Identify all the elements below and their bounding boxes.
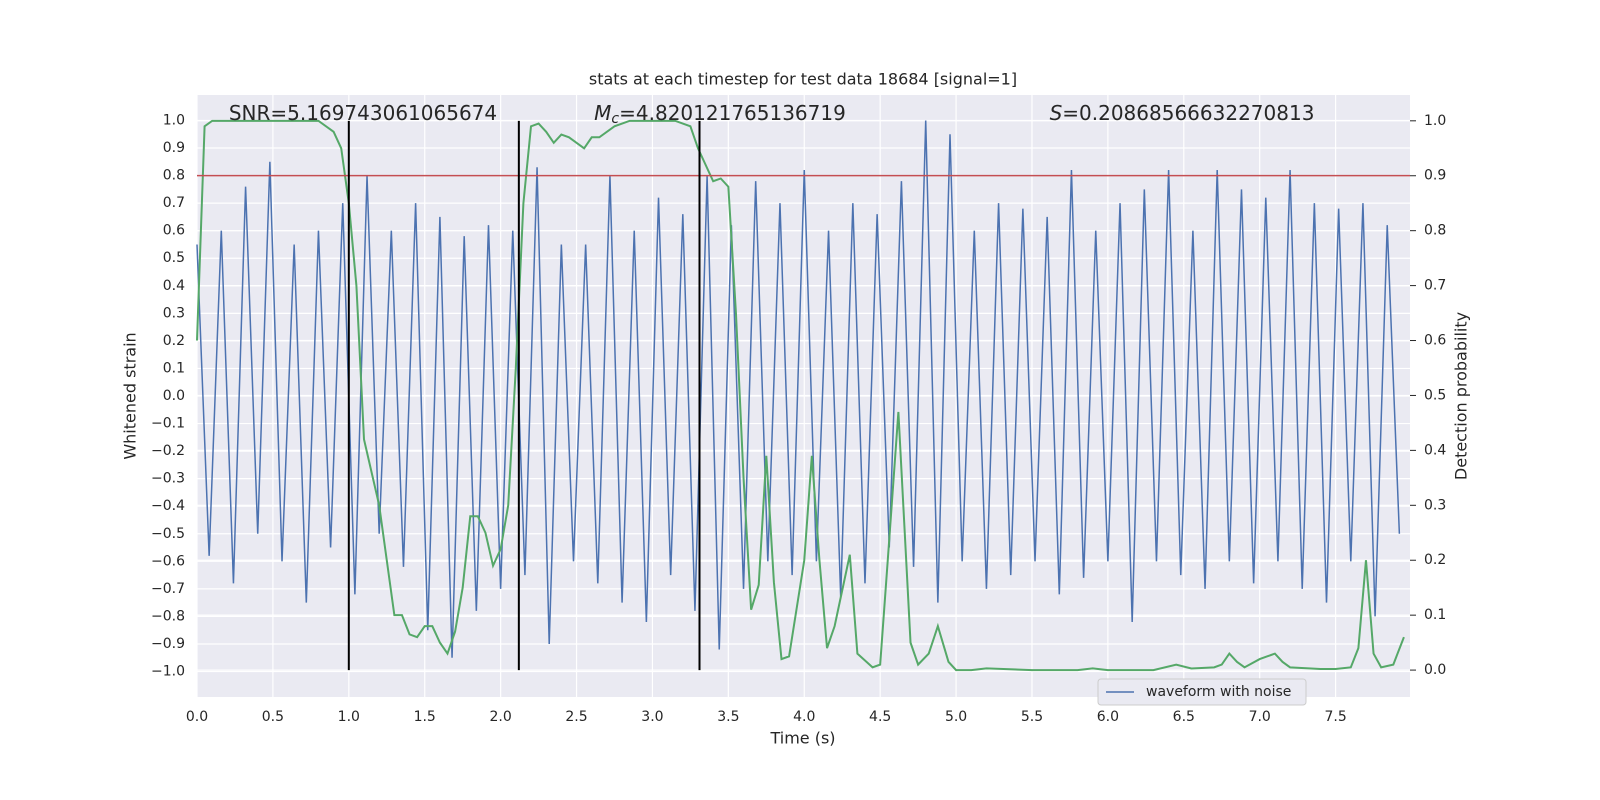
waveform-line [196,120,1401,658]
annotation-text: =0.20868566632270813 [1062,101,1314,125]
y2-axis-label: Detection probability [1452,312,1471,480]
y-tick-label: −0.1 [151,416,185,432]
y2-tick-label: 0.6 [1424,333,1446,349]
y2-tick-label: 0.0 [1424,662,1446,678]
legend-label: waveform with noise [1146,684,1291,700]
legend-box [1097,678,1307,706]
y-tick-label: 0.9 [163,140,185,156]
y-tick-label: 0.6 [163,223,185,239]
y-tick-label: −0.5 [151,526,185,542]
x-tick-label: 1.0 [338,709,360,725]
x-tick-label: 7.0 [1249,709,1271,725]
x-tick-label: 2.0 [489,709,511,725]
x-tick-label: 3.0 [641,709,663,725]
x-tick-label: 1.5 [414,709,436,725]
x-tick-label: 5.5 [1021,709,1043,725]
y-tick-label: 0.4 [163,278,185,294]
y2-tick-label: 0.4 [1424,442,1446,458]
y-tick-label: −1.0 [151,664,185,680]
y-tick-label: 0.0 [163,388,185,404]
x-tick-label: 0.5 [262,709,284,725]
y2-tick-label: 0.1 [1424,607,1446,623]
y2-tick-label: 0.9 [1424,168,1446,184]
x-tick-label: 3.5 [717,709,739,725]
annotation-text: SNR=5.169743061065674 [229,101,497,125]
annotation: S=0.20868566632270813 [1050,101,1315,125]
y-tick-label: 1.0 [163,112,185,128]
x-tick-label: 4.0 [793,709,815,725]
y-tick-label: −0.2 [151,443,185,459]
x-axis-label: Time (s) [769,729,835,748]
x-tick-label: 4.5 [869,709,891,725]
y2-tick-label: 0.8 [1424,223,1446,239]
annotation: Mc=4.820121765136719 [594,101,846,128]
y-tick-label: −0.6 [151,553,185,569]
y-tick-label: −0.8 [151,608,185,624]
y-tick-label: 0.5 [163,250,185,266]
annotation-subscript: c [611,111,619,127]
y-tick-label: −0.4 [151,498,185,514]
annotation: SNR=5.169743061065674 [229,101,497,125]
y2-tick-label: 0.7 [1424,278,1446,294]
annotation-text: =4.820121765136719 [619,101,846,125]
y-tick-label: 0.3 [163,305,185,321]
y-tick-label: 0.1 [163,360,185,376]
x-tick-label: 0.0 [186,709,208,725]
x-tick-label: 6.0 [1097,709,1119,725]
probability-line [196,119,1405,672]
y2-tick-label: 0.5 [1424,387,1446,403]
y-tick-label: −0.9 [151,636,185,652]
y-tick-label: −0.3 [151,471,185,487]
y2-tick-label: 1.0 [1424,113,1446,129]
y2-tick-label: 0.2 [1424,552,1446,568]
x-tick-label: 7.5 [1324,709,1346,725]
chart-title: stats at each timestep for test data 186… [589,70,1017,89]
annotation-symbol: S [1050,101,1063,125]
y-tick-label: 0.2 [163,333,185,349]
x-tick-label: 5.0 [945,709,967,725]
y-tick-label: 0.8 [163,168,185,184]
x-tick-label: 2.5 [565,709,587,725]
x-tick-label: 6.5 [1173,709,1195,725]
y-axis-label: Whitened strain [121,332,140,459]
y-tick-label: 0.7 [163,195,185,211]
y-tick-label: −0.7 [151,581,185,597]
y2-tick-label: 0.3 [1424,497,1446,513]
annotation-symbol: M [594,101,611,125]
